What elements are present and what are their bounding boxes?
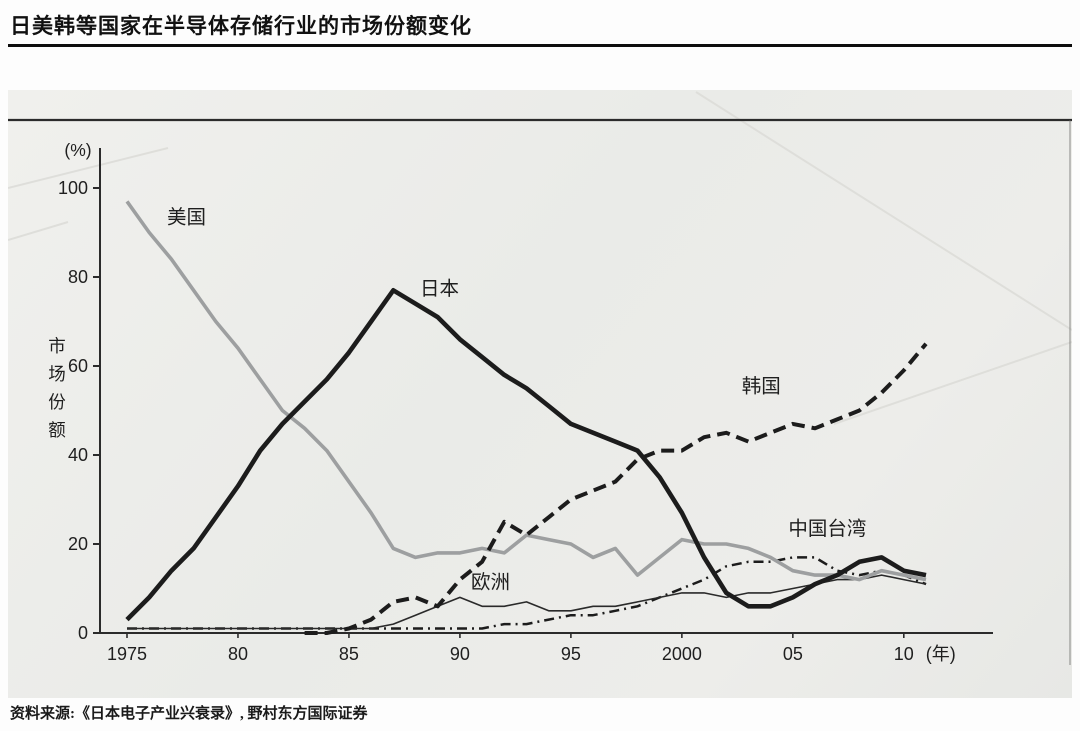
- scan-artifact-line: [8, 147, 169, 189]
- series-line-韩国: [304, 342, 928, 635]
- series-label-中国台湾: 中国台湾: [788, 518, 866, 540]
- x-tick-label: 2000: [662, 644, 702, 664]
- market-share-line-chart: 0 20 40 60 80 100 (%) 市场份额 1975 80 85 90 95 2000 05 10 (…: [8, 91, 1072, 665]
- x-axis-unit-label: (年): [926, 644, 956, 664]
- scan-artifact-line: [833, 341, 1072, 425]
- x-tick-label: 90: [450, 644, 470, 664]
- y-axis-title-char: 额: [48, 420, 66, 440]
- series-line-欧洲: [127, 574, 927, 630]
- series-label-美国: 美国: [167, 207, 206, 229]
- y-axis-title-char: 市: [48, 336, 66, 356]
- x-tick-label: 10: [894, 644, 914, 664]
- series-line-美国: [125, 200, 927, 582]
- x-tick-label: 80: [228, 644, 248, 664]
- y-axis-title-char: 份: [48, 392, 66, 412]
- scan-artifact-line: [8, 221, 69, 241]
- source-note: 资料来源:《日本电子产业兴衰录》, 野村东方国际证券: [10, 706, 368, 722]
- x-tick-label: 95: [561, 644, 581, 664]
- series-line-中国台湾: [127, 556, 927, 630]
- series-label-欧洲: 欧洲: [471, 572, 510, 594]
- x-tick-label: 05: [783, 644, 803, 664]
- page-title: 日美韩等国家在半导体存储行业的市场份额变化: [10, 14, 472, 38]
- y-tick-label: 80: [68, 267, 88, 287]
- y-tick-label: 40: [68, 445, 88, 465]
- scan-artifact-line: [695, 91, 1072, 331]
- y-tick-label: 100: [58, 178, 88, 198]
- y-axis-title-char: 场: [48, 364, 66, 384]
- chart-scan-area: 0 20 40 60 80 100 (%) 市场份额 1975 80 85 90 95 2000 05 10 (…: [8, 90, 1072, 698]
- y-tick-label: 0: [78, 623, 88, 643]
- series-label-日本: 日本: [420, 278, 459, 300]
- y-tick-label: 20: [68, 534, 88, 554]
- title-underline: [8, 44, 1072, 47]
- y-tick-label: 60: [68, 356, 88, 376]
- x-tick-label: 85: [339, 644, 359, 664]
- x-tick-label: 1975: [107, 644, 147, 664]
- y-axis-unit-label: (%): [64, 140, 91, 160]
- series-label-韩国: 韩国: [742, 376, 781, 398]
- series-line-日本: [125, 288, 927, 622]
